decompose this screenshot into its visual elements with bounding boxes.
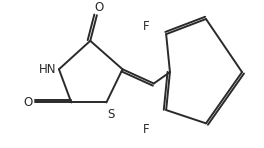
Text: O: O (94, 1, 103, 14)
Text: F: F (143, 123, 149, 136)
Text: S: S (107, 108, 115, 121)
Text: HN: HN (39, 63, 56, 76)
Text: F: F (143, 20, 149, 33)
Text: O: O (23, 96, 32, 109)
